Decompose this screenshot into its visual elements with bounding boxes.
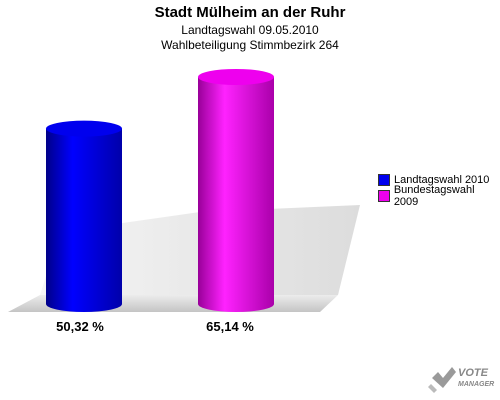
legend-item-landtagswahl: Landtagswahl 2010 [378, 172, 500, 188]
chart-subtitle-turnout: Wahlbeteiligung Stimmbezirk 264 [161, 38, 339, 52]
legend-label: Landtagswahl 2010 [394, 174, 490, 186]
legend-item-bundestagswahl: Bundestagswahl 2009 [378, 184, 500, 208]
bar-value-label-bundestagswahl: 65,14 % [206, 319, 254, 334]
vote-check-icon [428, 367, 456, 393]
bar-bundestagswahl-2009 [198, 68, 274, 312]
logo-text-manager: MANAGER [458, 381, 495, 388]
bar-landtagswahl-2010 [46, 120, 122, 312]
legend-swatch-blue [378, 174, 390, 186]
legend-swatch-magenta [378, 190, 390, 202]
bar-landtagswahl-2010-body [46, 128, 122, 312]
chart-subtitle-election: Landtagswahl 09.05.2010 [181, 23, 319, 37]
legend-label: Bundestagswahl 2009 [393, 184, 475, 208]
chart-title: Stadt Mülheim an der Ruhr [154, 4, 346, 21]
chart-legend: Landtagswahl 2010 Bundestagswahl 2009 [378, 172, 500, 208]
bar-landtagswahl-2010-top [46, 120, 122, 137]
logo-text-vote: VOTE [458, 367, 488, 379]
bar-value-label-landtagswahl: 50,32 % [56, 319, 104, 334]
vote-manager-logo: VOTE MANAGER [428, 364, 494, 394]
bar-bundestagswahl-2009-body [198, 76, 274, 312]
bar-bundestagswahl-2009-top [198, 68, 274, 85]
